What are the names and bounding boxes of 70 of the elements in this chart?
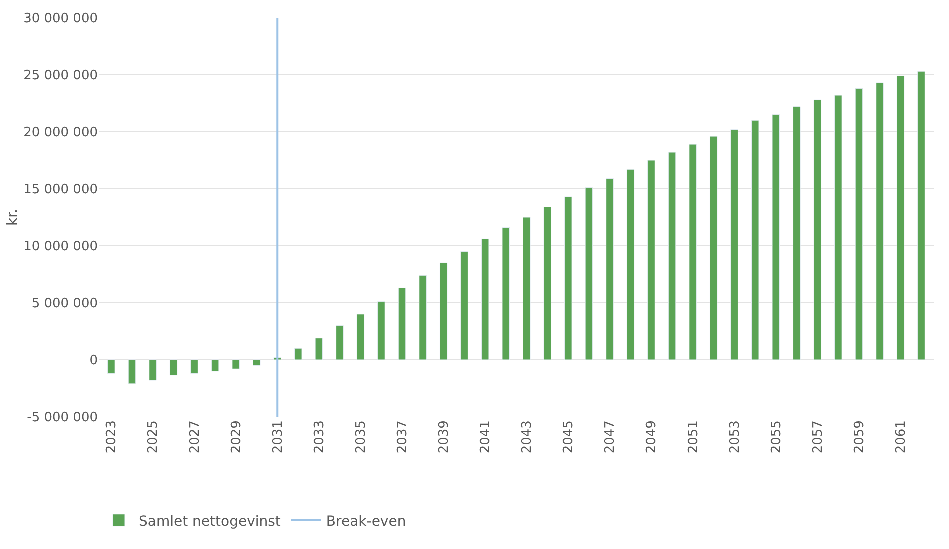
y-tick-label: -5 000 000 — [27, 410, 98, 426]
x-tick-label: 2027 — [188, 420, 203, 454]
bar — [502, 228, 510, 360]
bar — [544, 206, 552, 360]
x-tick-label: 2025 — [146, 420, 162, 454]
bar — [398, 288, 406, 360]
bar — [896, 76, 905, 360]
x-tick-label: 2023 — [104, 420, 120, 454]
y-tick-label: 10 000 000 — [24, 240, 98, 255]
y-tick-label: 20 000 000 — [24, 126, 98, 141]
x-tick-label: 2035 — [354, 420, 369, 454]
bar — [814, 100, 822, 360]
bar — [689, 144, 697, 360]
bar — [730, 129, 738, 360]
x-tick-label: 2057 — [810, 420, 826, 454]
bar — [606, 178, 614, 360]
bar — [440, 262, 448, 360]
bar — [211, 360, 220, 372]
y-tick-label: 30 000 000 — [24, 12, 98, 27]
bar — [149, 360, 157, 381]
bar — [190, 360, 198, 374]
legend-label: Break-even — [326, 514, 406, 530]
legend-label: Samlet nettogevinst — [139, 514, 282, 530]
bar — [460, 251, 468, 360]
bar — [834, 95, 842, 360]
y-tick-label: 5 000 000 — [32, 296, 98, 312]
x-tick-label: 2049 — [644, 420, 660, 454]
bar — [128, 360, 136, 384]
y-axis-title: kr. — [5, 208, 22, 226]
x-tick-label: 2055 — [769, 420, 784, 454]
bar — [772, 114, 780, 360]
x-tick-label: 2047 — [603, 420, 618, 454]
bar — [481, 238, 490, 360]
y-tick-label: 25 000 000 — [24, 68, 98, 84]
bar — [751, 120, 760, 360]
x-tick-label: 2033 — [312, 420, 328, 454]
x-tick-label: 2041 — [478, 420, 494, 454]
bar — [668, 152, 676, 360]
x-tick-label: 2031 — [270, 420, 286, 454]
bar — [585, 188, 594, 360]
y-tick-label: 15 000 000 — [24, 182, 98, 198]
x-tick-label: 2037 — [395, 420, 410, 454]
bar — [793, 106, 801, 360]
bar — [419, 275, 427, 360]
x-tick-label: 2061 — [894, 420, 909, 454]
bar — [336, 326, 344, 360]
bar — [648, 160, 656, 360]
bar — [710, 136, 718, 360]
bar — [232, 360, 240, 370]
x-tick-label: 2051 — [686, 420, 702, 454]
bar — [564, 196, 572, 360]
y-tick-label: 0 — [90, 354, 98, 369]
bar — [108, 360, 116, 374]
bar — [918, 71, 926, 360]
bar — [315, 338, 324, 360]
x-tick-label: 2039 — [437, 420, 452, 454]
bar — [170, 360, 178, 376]
x-tick-label: 2029 — [229, 420, 244, 454]
x-tick-label: 2045 — [562, 420, 577, 454]
bar — [876, 82, 884, 360]
bar — [356, 314, 365, 360]
x-tick-label: 2043 — [520, 420, 536, 454]
bar — [378, 302, 386, 360]
bar — [294, 348, 302, 360]
bar — [523, 217, 531, 360]
bar — [855, 88, 864, 360]
bar — [252, 360, 261, 366]
x-tick-label: 2053 — [728, 420, 743, 454]
x-tick-label: 2059 — [852, 420, 868, 454]
bar — [626, 169, 635, 360]
